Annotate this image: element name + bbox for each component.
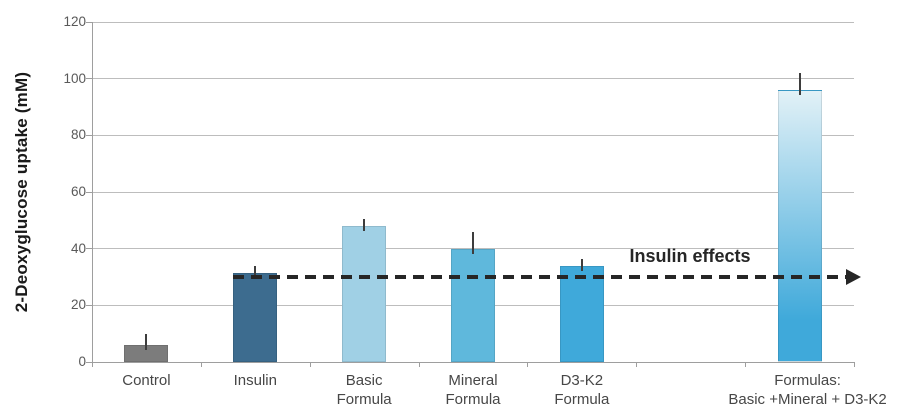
error-bar (254, 265, 257, 278)
x-tick-mark (854, 362, 855, 367)
bar-mineral (451, 248, 495, 362)
y-tick-label: 0 (78, 354, 86, 369)
error-bar (798, 73, 801, 95)
gridline (92, 134, 854, 136)
bar-basic (342, 226, 387, 362)
x-tick-mark (418, 362, 420, 367)
category-label: Formulas: Basic +Mineral + D3-K2 (728, 372, 887, 408)
arrow-right-icon (846, 269, 861, 285)
category-label: Basic Formula (336, 372, 392, 408)
y-tick-mark (86, 191, 92, 193)
category-label: Control (122, 372, 171, 389)
y-tick-mark (86, 78, 92, 80)
y-tick-label: 100 (63, 70, 86, 86)
y-tick-mark (86, 361, 92, 363)
category-label: Insulin (233, 372, 277, 389)
x-tick-mark (309, 362, 311, 367)
gridline (92, 21, 854, 23)
bar-d3-k2 (559, 265, 604, 362)
error-bar (145, 333, 148, 350)
category-label: Mineral Formula (445, 372, 501, 408)
y-tick-mark (86, 304, 92, 306)
gridline (92, 78, 854, 80)
insulin-effects-label: Insulin effects (629, 246, 751, 266)
category-label: D3-K2 Formula (554, 372, 610, 408)
y-tick-mark (86, 21, 92, 23)
x-axis-line (92, 362, 854, 363)
y-axis-line (92, 22, 93, 363)
x-tick-mark (200, 362, 202, 367)
error-bar (363, 218, 366, 231)
bar-insulin (233, 272, 278, 362)
x-tick-mark (92, 362, 93, 367)
y-tick-label: 80 (70, 127, 86, 143)
insulin-effects-dashed-line (233, 275, 846, 279)
error-bar (472, 231, 474, 254)
y-tick-mark (86, 248, 92, 250)
x-tick-mark (745, 362, 747, 367)
gridline (92, 191, 854, 193)
x-tick-mark (636, 362, 638, 367)
y-tick-label: 20 (70, 297, 86, 313)
bar-formulas- (777, 90, 822, 362)
y-tick-mark (86, 134, 92, 136)
y-tick-label: 40 (70, 240, 86, 256)
x-tick-mark (527, 362, 529, 367)
error-bar (580, 258, 583, 271)
y-tick-label: 60 (70, 184, 86, 199)
y-tick-label: 120 (63, 14, 86, 29)
